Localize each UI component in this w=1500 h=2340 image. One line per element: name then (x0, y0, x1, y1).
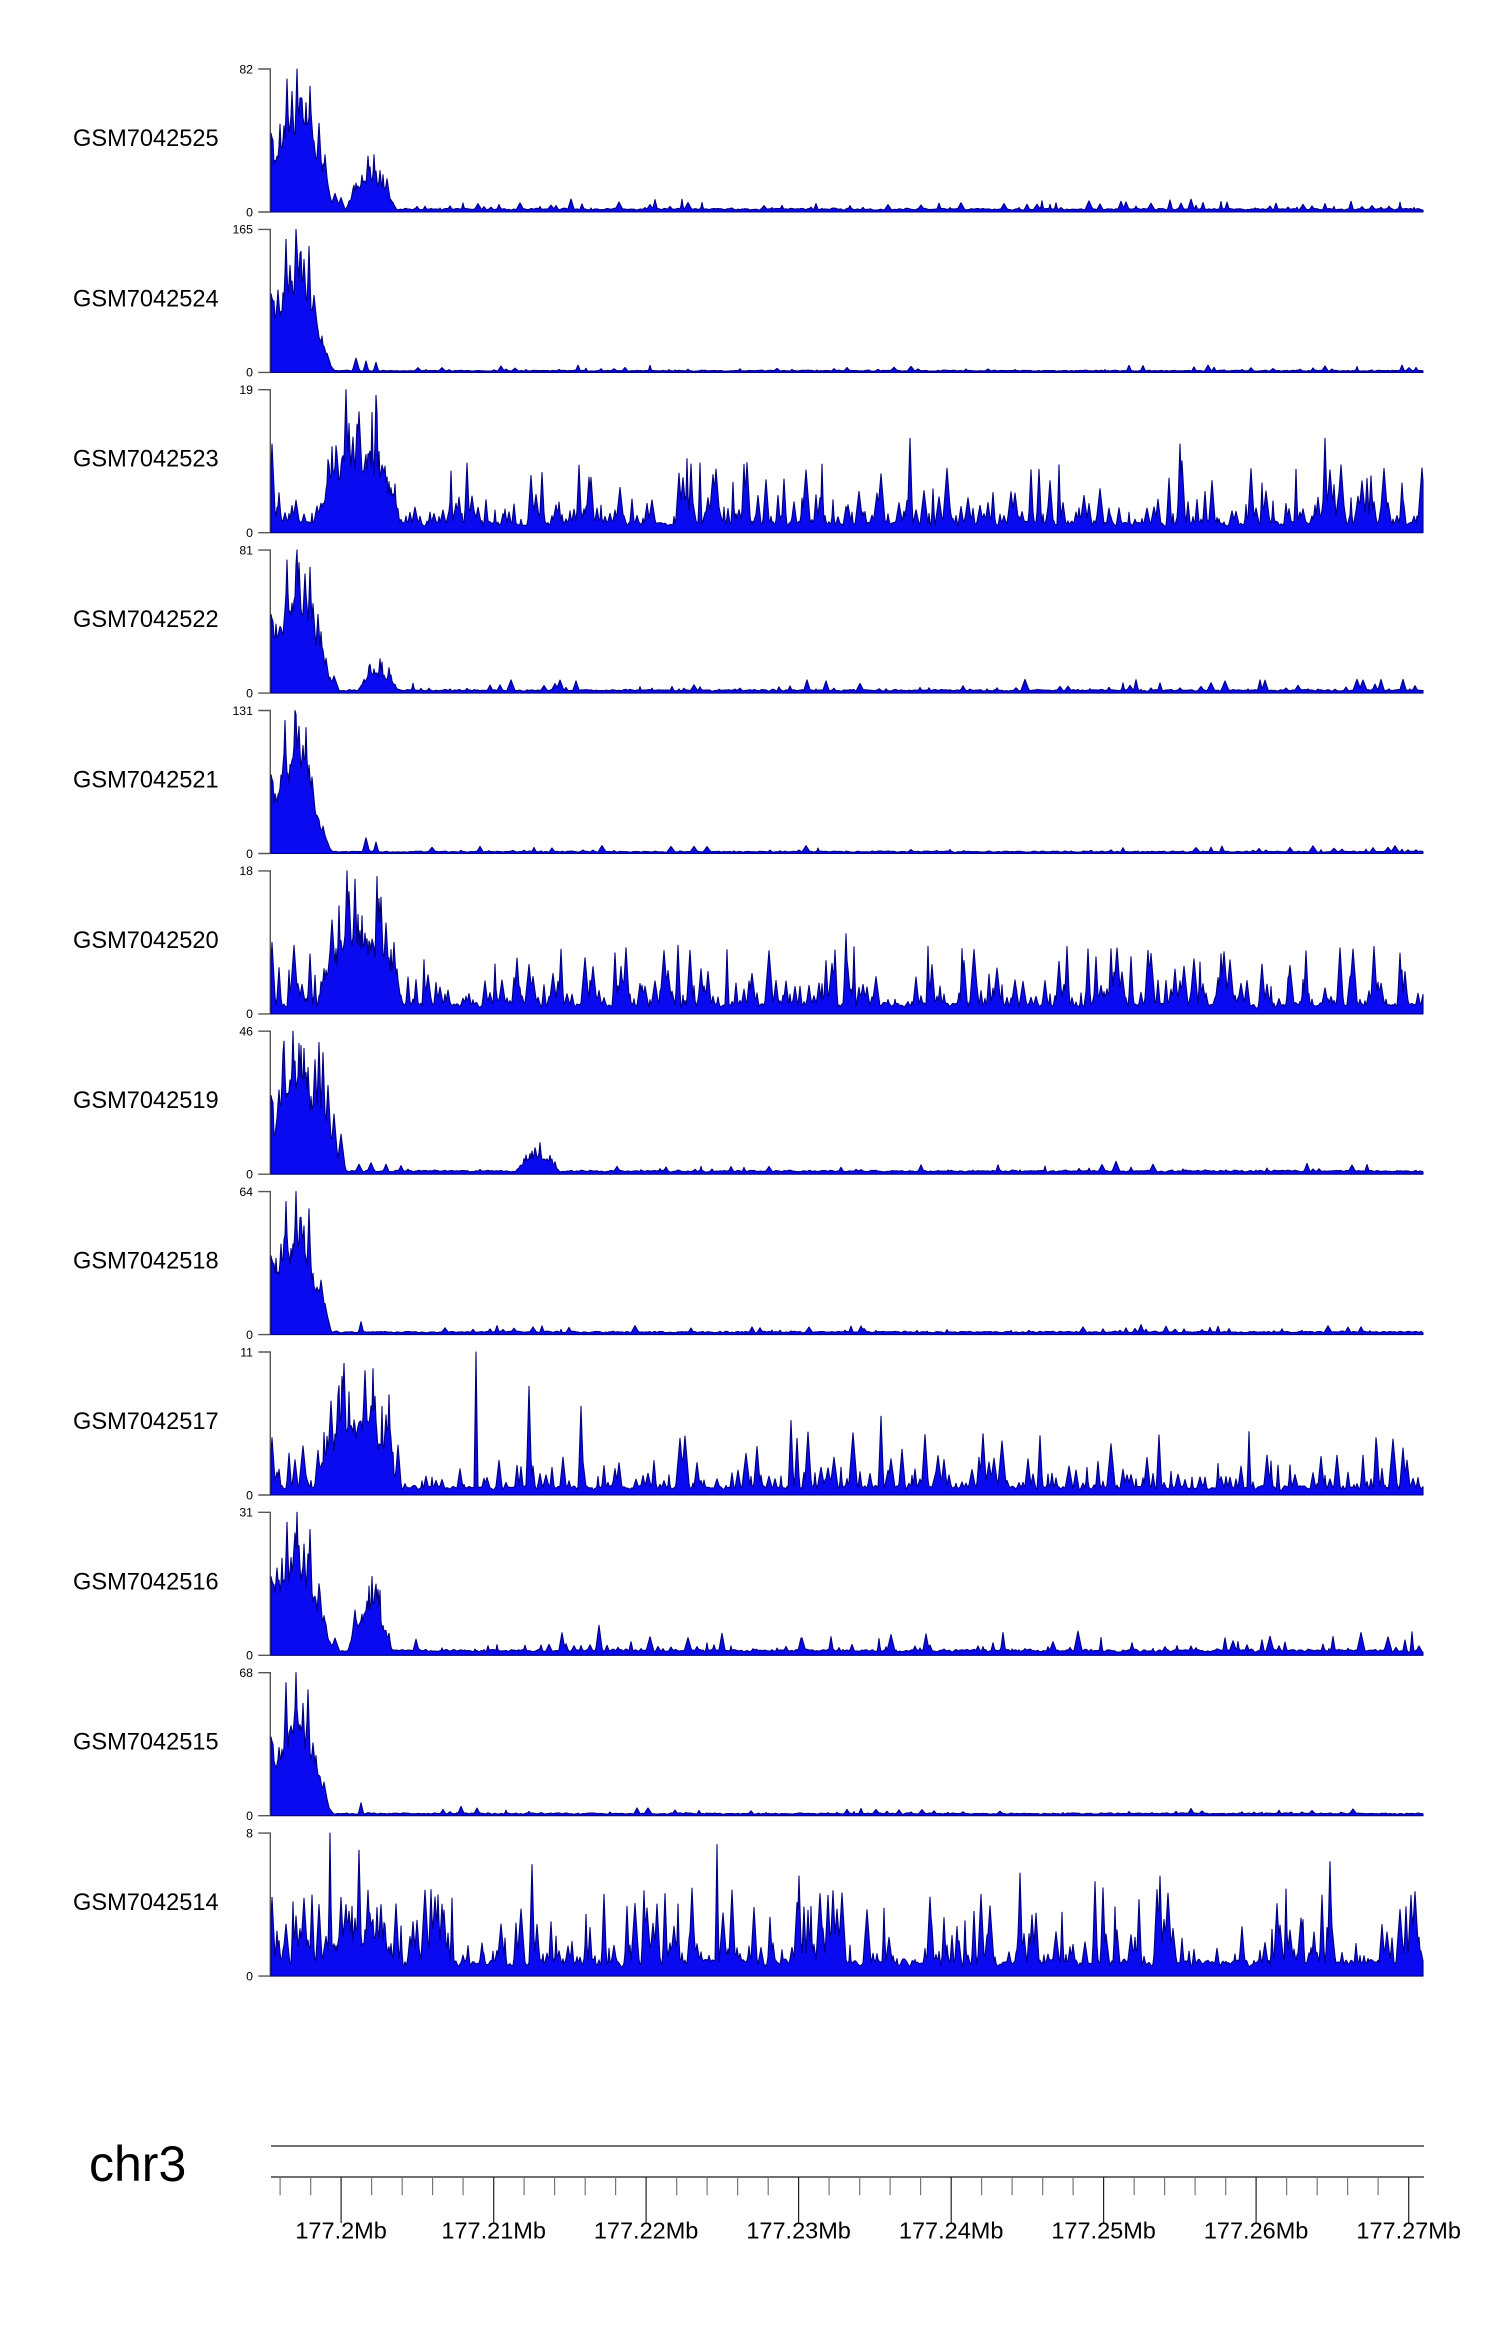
svg-text:GSM7042519: GSM7042519 (73, 1088, 219, 1114)
svg-text:GSM7042523: GSM7042523 (73, 447, 219, 473)
svg-text:chr3: chr3 (89, 2136, 186, 2192)
svg-text:19: 19 (239, 383, 253, 397)
svg-text:GSM7042524: GSM7042524 (73, 286, 219, 312)
svg-text:177.2Mb: 177.2Mb (295, 2218, 386, 2244)
svg-text:GSM7042517: GSM7042517 (73, 1409, 219, 1435)
svg-text:GSM7042525: GSM7042525 (73, 126, 219, 152)
svg-text:0: 0 (246, 686, 253, 700)
svg-text:0: 0 (246, 1809, 253, 1823)
svg-text:0: 0 (246, 1488, 253, 1502)
svg-text:81: 81 (239, 543, 253, 557)
svg-text:177.25Mb: 177.25Mb (1051, 2218, 1156, 2244)
svg-text:0: 0 (246, 205, 253, 219)
svg-text:0: 0 (246, 1969, 253, 1983)
svg-text:0: 0 (246, 366, 253, 380)
svg-text:177.23Mb: 177.23Mb (746, 2218, 851, 2244)
svg-text:0: 0 (246, 526, 253, 540)
svg-text:0: 0 (246, 1007, 253, 1021)
svg-text:177.22Mb: 177.22Mb (594, 2218, 699, 2244)
svg-text:31: 31 (239, 1506, 253, 1520)
svg-text:GSM7042515: GSM7042515 (73, 1730, 219, 1756)
svg-text:0: 0 (246, 1328, 253, 1342)
svg-text:177.27Mb: 177.27Mb (1356, 2218, 1461, 2244)
svg-text:GSM7042516: GSM7042516 (73, 1569, 219, 1595)
svg-text:177.24Mb: 177.24Mb (899, 2218, 1004, 2244)
svg-text:46: 46 (239, 1025, 253, 1039)
svg-text:GSM7042518: GSM7042518 (73, 1249, 219, 1275)
svg-text:165: 165 (232, 223, 253, 237)
svg-text:64: 64 (239, 1185, 253, 1199)
svg-text:177.26Mb: 177.26Mb (1204, 2218, 1309, 2244)
svg-text:0: 0 (246, 1168, 253, 1182)
svg-text:GSM7042514: GSM7042514 (73, 1890, 219, 1916)
svg-text:GSM7042520: GSM7042520 (73, 928, 219, 954)
svg-text:GSM7042522: GSM7042522 (73, 607, 219, 633)
svg-text:11: 11 (240, 1345, 253, 1359)
svg-text:177.21Mb: 177.21Mb (441, 2218, 546, 2244)
svg-text:GSM7042521: GSM7042521 (73, 768, 219, 794)
svg-text:8: 8 (246, 1826, 253, 1840)
svg-text:0: 0 (246, 847, 253, 861)
svg-text:68: 68 (239, 1666, 253, 1680)
svg-text:131: 131 (232, 704, 253, 718)
svg-text:18: 18 (239, 864, 253, 878)
svg-text:0: 0 (246, 1649, 253, 1663)
svg-text:82: 82 (239, 62, 253, 76)
